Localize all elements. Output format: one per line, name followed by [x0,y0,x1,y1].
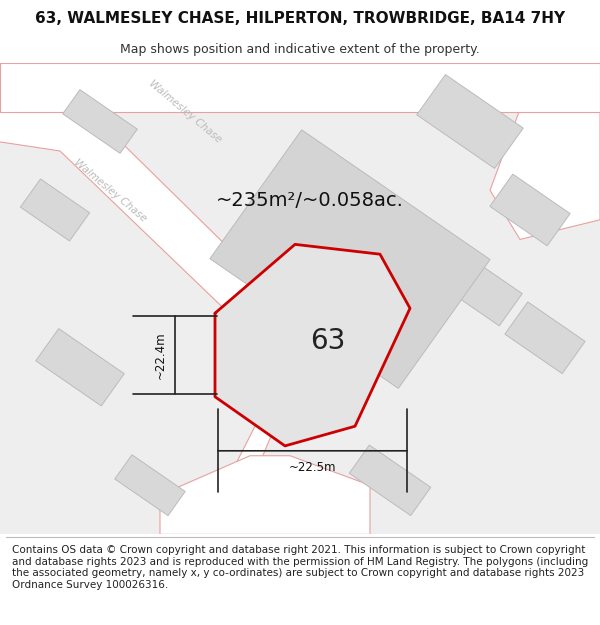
Polygon shape [215,244,410,446]
Text: 63: 63 [310,328,346,355]
Polygon shape [349,445,431,516]
Text: ~22.5m: ~22.5m [289,461,336,474]
Polygon shape [210,130,490,388]
Polygon shape [490,62,600,239]
Polygon shape [63,89,137,153]
Text: Walmesley Chase: Walmesley Chase [72,157,148,224]
Text: Map shows position and indicative extent of the property.: Map shows position and indicative extent… [120,44,480,56]
Text: Walmesley Chase: Walmesley Chase [147,79,223,145]
Polygon shape [115,455,185,516]
Polygon shape [20,179,89,241]
Polygon shape [170,342,310,534]
Polygon shape [0,62,600,534]
Polygon shape [0,62,600,112]
Polygon shape [505,302,585,374]
Text: ~22.4m: ~22.4m [154,331,167,379]
Polygon shape [438,251,522,326]
Polygon shape [490,174,570,246]
Polygon shape [160,456,370,534]
Text: Contains OS data © Crown copyright and database right 2021. This information is : Contains OS data © Crown copyright and d… [12,545,588,590]
Polygon shape [36,329,124,406]
Polygon shape [417,74,523,168]
Text: 63, WALMESLEY CHASE, HILPERTON, TROWBRIDGE, BA14 7HY: 63, WALMESLEY CHASE, HILPERTON, TROWBRID… [35,11,565,26]
Text: ~235m²/~0.058ac.: ~235m²/~0.058ac. [216,191,404,209]
Polygon shape [0,82,310,368]
